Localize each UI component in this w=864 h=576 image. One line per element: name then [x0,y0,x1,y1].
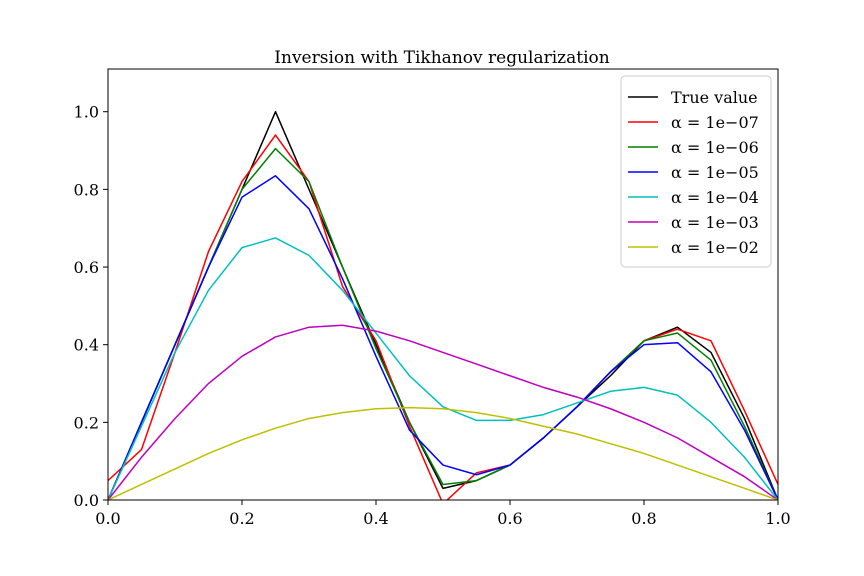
legend-label: α = 1e−05 [671,163,759,182]
axes-frame [107,68,779,501]
series-line-1 [108,134,778,500]
chart-title: Inversion with Tikhanov regularization [274,48,609,68]
legend-label: α = 1e−07 [671,113,759,132]
x-tick-label: 1.0 [765,509,790,528]
series-line-3 [108,175,778,500]
legend-label: α = 1e−04 [671,188,759,207]
plot-series [108,110,778,500]
legend-label: α = 1e−02 [671,238,759,257]
series-line-5 [108,324,778,500]
x-tick-label: 0.2 [229,509,254,528]
y-tick-label: 0.6 [74,258,99,277]
legend-label: α = 1e−03 [671,213,759,232]
y-tick-label: 0.2 [74,413,99,432]
x-tick-label: 0.6 [497,509,522,528]
y-tick-label: 0.0 [74,491,99,510]
series-line-4 [108,237,778,500]
legend-label: α = 1e−06 [671,138,759,157]
x-tick-label: 0.4 [363,509,388,528]
series-line-6 [108,406,778,500]
y-axis: 0.0 0.2 0.4 0.6 0.8 1.0 [74,103,108,510]
x-axis: 0.0 0.2 0.4 0.6 0.8 1.0 [95,500,791,528]
x-tick-label: 0.0 [95,509,120,528]
legend-box [620,75,772,268]
legend-label: True value [671,88,758,107]
y-tick-label: 0.4 [74,336,99,355]
y-tick-label: 1.0 [74,103,99,122]
y-tick-label: 0.8 [74,180,99,199]
legend: True value α = 1e−07 α = 1e−06 α = 1e−05 α =… [620,75,772,268]
x-tick-label: 0.8 [631,509,656,528]
series-line-2 [108,147,778,500]
